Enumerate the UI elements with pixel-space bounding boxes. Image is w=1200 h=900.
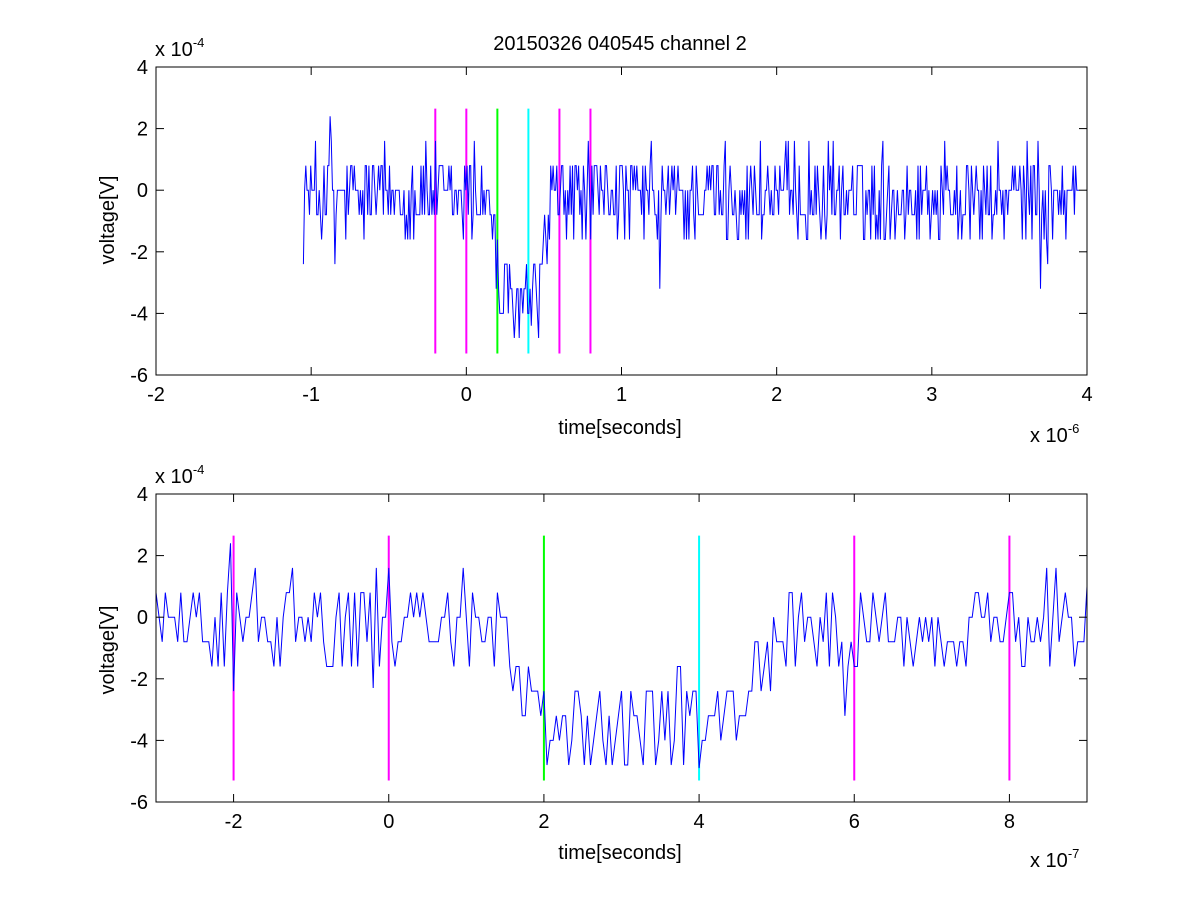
bottom-x-tick-label: -2 — [225, 811, 243, 833]
top-x-exponent: x 10-6 — [1030, 421, 1079, 447]
top-x-tick-label: -2 — [147, 384, 165, 406]
top-y-exponent-base: x 10 — [155, 39, 193, 61]
top-x-exponent-base: x 10 — [1030, 425, 1068, 447]
top-y-tick-label: 2 — [137, 119, 148, 141]
bottom-y-tick-label: 0 — [137, 607, 148, 629]
top-y-axis-label: voltage[V] — [97, 176, 119, 265]
bottom-signal — [155, 543, 1088, 769]
bottom-y-tick-label: -2 — [130, 669, 148, 691]
top-x-ticks: -2 -1 0 1 2 3 4 — [147, 67, 1093, 406]
bottom-y-exponent-power: -4 — [193, 462, 205, 477]
top-x-tick-label: 2 — [771, 384, 782, 406]
bottom-subplot: -2 0 2 4 6 8 -6 -4 -2 0 2 4 time[seconds] voltage[… — [97, 462, 1088, 872]
bottom-y-ticks: -6 -4 -2 0 2 4 — [130, 484, 1087, 814]
bottom-markers — [232, 535, 1011, 781]
figure-title: 20150326 040545 channel 2 — [493, 33, 747, 55]
top-x-tick-label: 1 — [616, 384, 627, 406]
top-y-tick-label: -4 — [130, 303, 148, 325]
bottom-axes-box — [155, 493, 1088, 803]
bottom-y-tick-label: 2 — [137, 546, 148, 568]
top-x-tick-label: -1 — [302, 384, 320, 406]
bottom-y-exponent: x 10-4 — [155, 462, 204, 488]
top-y-tick-label: 0 — [137, 180, 148, 202]
top-signal-trace — [302, 116, 1080, 339]
bottom-x-tick-label: 0 — [383, 811, 394, 833]
top-y-tick-label: -2 — [130, 242, 148, 264]
bottom-y-axis-label: voltage[V] — [97, 606, 119, 695]
bottom-x-exponent: x 10-7 — [1030, 846, 1079, 872]
top-x-tick-label: 0 — [461, 384, 472, 406]
bottom-x-exponent-base: x 10 — [1030, 850, 1068, 872]
bottom-x-exponent-power: -7 — [1068, 846, 1080, 861]
bottom-x-tick-label: 4 — [694, 811, 705, 833]
bottom-x-ticks: -2 0 2 4 6 8 — [225, 494, 1015, 833]
top-axes-box — [155, 66, 1088, 376]
top-subplot: -2 -1 0 1 2 3 4 -6 -4 -2 0 2 4 time[seconds] voltag… — [97, 35, 1093, 447]
bottom-y-tick-label: -6 — [130, 792, 148, 814]
top-y-exponent: x 10-4 — [155, 35, 204, 61]
top-y-tick-label: -6 — [130, 365, 148, 387]
bottom-signal-trace — [155, 543, 1088, 769]
top-x-axis-label: time[seconds] — [558, 417, 681, 439]
top-x-tick-label: 4 — [1081, 384, 1092, 406]
top-signal — [302, 116, 1080, 339]
top-x-exponent-power: -6 — [1068, 421, 1080, 436]
bottom-y-tick-label: 4 — [137, 484, 148, 506]
bottom-x-axis-label: time[seconds] — [558, 842, 681, 864]
bottom-y-tick-label: -4 — [130, 730, 148, 752]
top-y-ticks: -6 -4 -2 0 2 4 — [130, 57, 1087, 387]
bottom-y-exponent-base: x 10 — [155, 466, 193, 488]
bottom-x-tick-label: 2 — [538, 811, 549, 833]
bottom-x-tick-label: 8 — [1004, 811, 1015, 833]
top-y-exponent-power: -4 — [193, 35, 205, 50]
top-x-tick-label: 3 — [926, 384, 937, 406]
bottom-x-tick-label: 6 — [849, 811, 860, 833]
top-y-tick-label: 4 — [137, 57, 148, 79]
